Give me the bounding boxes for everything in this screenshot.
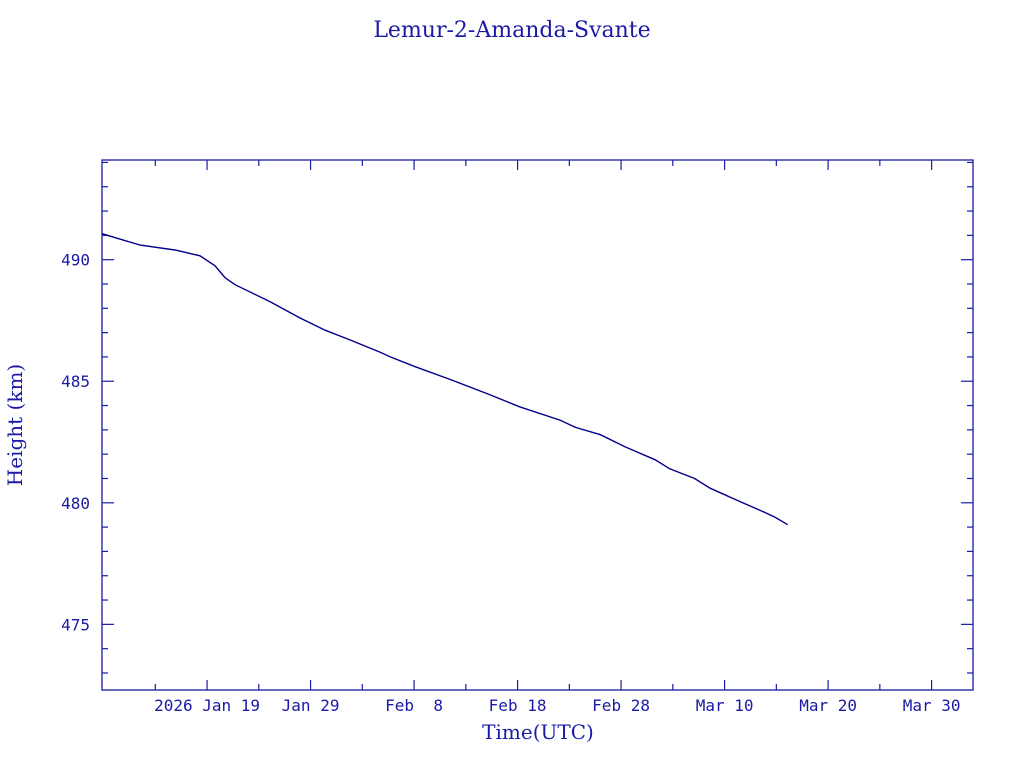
x-tick-label: Mar 20 (799, 696, 857, 715)
x-axis-label: Time(UTC) (482, 720, 594, 744)
x-tick-label: Feb 18 (489, 696, 547, 715)
x-tick-label: Feb 28 (592, 696, 650, 715)
y-tick-label: 480 (61, 494, 90, 513)
x-tick-label: Mar 10 (696, 696, 754, 715)
x-tick-label: 2026 Jan 19 (154, 696, 260, 715)
plot-frame (101, 159, 974, 691)
y-tick-label: 485 (61, 372, 90, 391)
height-series-line (101, 233, 789, 526)
chart-title: Lemur-2-Amanda-Svante (373, 18, 650, 43)
x-tick-label: Mar 30 (903, 696, 961, 715)
x-tick-label: Jan 29 (282, 696, 340, 715)
y-tick-label: 475 (61, 615, 90, 634)
x-tick-label: Feb 8 (385, 696, 443, 715)
y-axis-label: Height (km) (3, 364, 27, 486)
y-tick-label: 490 (61, 251, 90, 270)
